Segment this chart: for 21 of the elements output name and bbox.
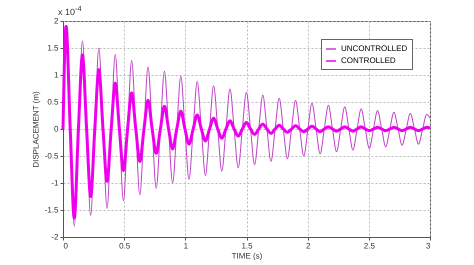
y-tick-label: 2 bbox=[54, 16, 60, 26]
x-tick-label: 2.5 bbox=[364, 242, 376, 250]
y-tick-label: -0.5 bbox=[44, 152, 60, 160]
x-tick-label: 1.5 bbox=[241, 242, 254, 250]
x-tick-label: 0 bbox=[64, 242, 68, 250]
y-tick-label: -1.5 bbox=[44, 206, 60, 214]
y-tick-label: 1 bbox=[54, 70, 60, 80]
text: x 10$^{-4}$ bbox=[58, 4, 82, 17]
legend-label: CONTROLLED bbox=[341, 56, 396, 65]
y-tick-label: -2 bbox=[51, 232, 60, 242]
x-tick-label: 1 bbox=[184, 242, 189, 250]
y-tick-label: 0.5 bbox=[47, 98, 60, 106]
legend-label: UNCONTROLLED bbox=[341, 44, 408, 53]
x-tick-label: 3 bbox=[426, 242, 432, 250]
y-tick-label: 1.5 bbox=[47, 44, 60, 52]
x-tick-label: 2 bbox=[306, 242, 311, 250]
x-axis-title: TIME (s) bbox=[232, 252, 263, 260]
y-tick-label: -1 bbox=[51, 178, 60, 188]
y-tick-label: 0 bbox=[54, 124, 60, 134]
y-axis-title: DISPLACEMENT (m) bbox=[32, 91, 41, 168]
x-tick-label: 0.5 bbox=[119, 242, 131, 250]
